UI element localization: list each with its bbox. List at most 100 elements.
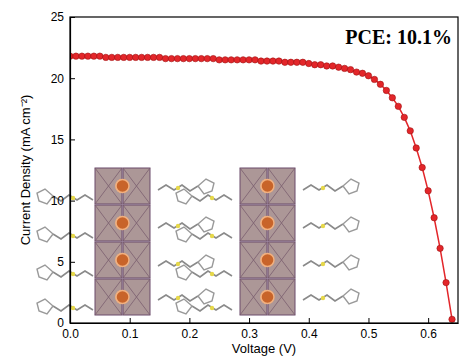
organic-ring [37, 227, 53, 242]
data-point [168, 55, 174, 61]
organic-cation [53, 271, 93, 277]
organic-cation [53, 305, 93, 311]
organic-cation [303, 185, 343, 191]
metal-atom [261, 254, 274, 267]
organic-cation [303, 295, 343, 301]
y-tick: 5 [57, 255, 75, 269]
metal-atom [261, 217, 274, 230]
organic-ring [176, 299, 192, 314]
data-point [264, 58, 270, 64]
data-point [294, 59, 300, 65]
sulfur-atom [321, 186, 325, 190]
organic-cation [303, 261, 343, 267]
data-point [121, 54, 127, 60]
metal-atom [116, 180, 129, 193]
x-tick-label: 0.3 [241, 327, 258, 341]
metal-atom [261, 291, 274, 304]
x-tick-mark [428, 318, 429, 323]
metal-atom [261, 180, 274, 193]
y-axis-line [70, 18, 71, 324]
organic-cation [192, 233, 232, 239]
data-point [162, 55, 168, 61]
x-tick-label: 0.1 [122, 327, 139, 341]
data-point [276, 58, 282, 64]
annotation: PCE: 10.1% [345, 26, 452, 48]
sulfur-atom [321, 262, 325, 266]
y-tick-mark [70, 201, 75, 202]
metal-atom [116, 217, 129, 230]
x-tick-label: 0.0 [62, 327, 79, 341]
y-tick-label: 15 [51, 133, 65, 147]
sulfur-atom [210, 234, 214, 238]
y-tick-label: 0 [57, 316, 64, 330]
y-tick-label: 20 [51, 72, 65, 86]
data-point [318, 62, 324, 68]
metal-atom [261, 180, 274, 193]
organic-cation [53, 233, 93, 239]
metal-atom [116, 291, 129, 304]
data-point [198, 55, 204, 61]
y-tick: 0 [57, 316, 75, 330]
data-point [252, 57, 258, 63]
data-point [270, 58, 276, 64]
x-tick-label: 0.4 [301, 327, 318, 341]
data-point [347, 66, 353, 72]
x-tick: 0.4 [301, 318, 318, 341]
data-point [210, 55, 216, 61]
data-point [109, 54, 115, 60]
data-point [258, 58, 264, 64]
metal-atom [116, 180, 129, 193]
data-point [437, 245, 443, 251]
data-point [312, 62, 318, 68]
data-point [144, 54, 150, 60]
organic-cation [192, 195, 232, 201]
sulfur-atom [210, 306, 214, 310]
organic-ring [176, 265, 192, 280]
data-point [246, 57, 252, 63]
y-tick: 20 [51, 72, 75, 86]
metal-atom [261, 291, 274, 304]
organic-ring [343, 255, 359, 270]
data-point [413, 145, 419, 151]
sulfur-atom [210, 272, 214, 276]
data-point [132, 54, 138, 60]
metal-atom [116, 254, 129, 267]
data-point [341, 65, 347, 71]
data-point [359, 70, 365, 76]
data-point [234, 57, 240, 63]
organic-cation [158, 295, 198, 301]
data-point [449, 316, 455, 322]
sulfur-atom [71, 306, 75, 310]
x-tick-mark [368, 318, 369, 323]
organic-ring [198, 217, 214, 232]
data-point [395, 103, 401, 109]
data-point [216, 57, 222, 63]
data-point [204, 55, 210, 61]
data-point [228, 57, 234, 63]
y-axis: 0510152025 [51, 10, 75, 330]
data-point [115, 54, 121, 60]
sulfur-atom [176, 186, 180, 190]
data-point [383, 87, 389, 93]
sulfur-atom [321, 224, 325, 228]
data-point [419, 164, 425, 170]
organic-ring [37, 265, 53, 280]
plot-frame [70, 17, 458, 323]
organic-ring [343, 217, 359, 232]
data-point [79, 53, 85, 59]
organic-ring [198, 255, 214, 270]
y-axis-title: Current Density (mA cm⁻²) [18, 95, 33, 246]
organic-cation [158, 261, 198, 267]
x-tick-mark [249, 318, 250, 323]
metal-atom [261, 254, 274, 267]
data-point [300, 59, 306, 65]
x-tick: 0.5 [361, 318, 378, 341]
organic-ring [176, 227, 192, 242]
inset-structure [37, 168, 359, 315]
organic-cation [192, 305, 232, 311]
data-point [377, 81, 383, 87]
organic-cation [303, 223, 343, 229]
data-point [329, 63, 335, 69]
data-point [365, 73, 371, 79]
data-point [401, 114, 407, 120]
